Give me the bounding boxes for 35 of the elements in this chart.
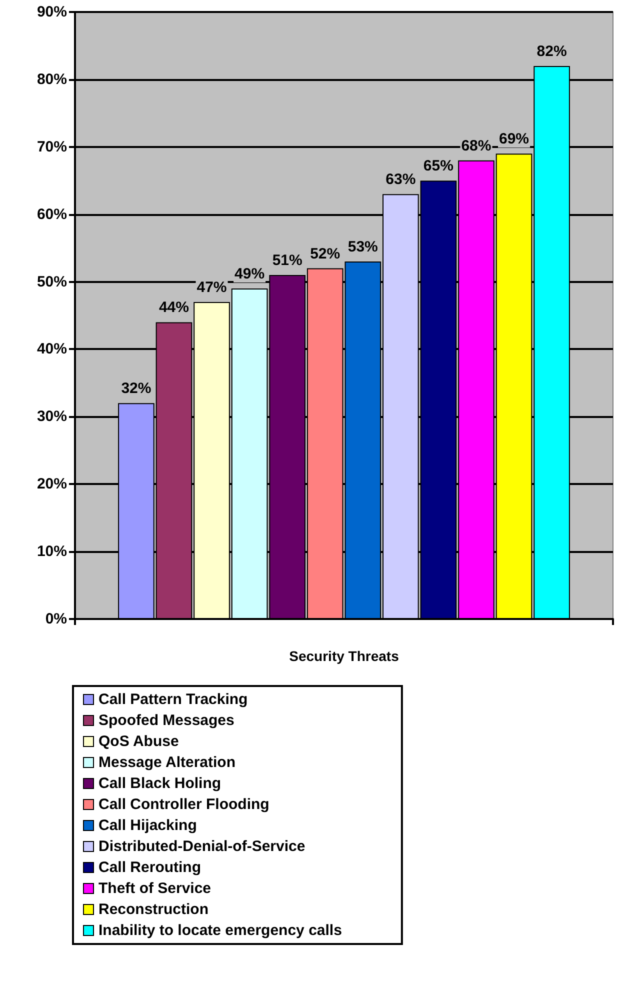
data-label: 63%: [386, 171, 416, 188]
y-tick-label: 90%: [36, 4, 67, 20]
data-label: 49%: [234, 266, 265, 283]
data-label: 65%: [423, 158, 454, 175]
y-tick-label: 10%: [36, 543, 67, 560]
y-tick-label: 40%: [36, 340, 67, 358]
data-label: 53%: [348, 238, 378, 256]
legend-label: Call Controller Flooding: [98, 796, 270, 813]
legend-label: Call Black Holing: [98, 775, 222, 792]
data-label: 69%: [499, 130, 530, 148]
data-label: 44%: [158, 299, 189, 316]
y-tick-label: 0%: [45, 610, 67, 628]
legend-label: Distributed-Denial-of-Service: [98, 838, 306, 855]
x-axis-title: Security Threats: [289, 648, 400, 664]
data-label: 51%: [272, 252, 302, 270]
y-tick-label: 50%: [36, 273, 67, 290]
legend-label: Theft of Service: [98, 880, 212, 897]
y-tick-label: 20%: [36, 476, 67, 493]
y-tick-label: 70%: [36, 138, 67, 156]
data-label: 82%: [536, 42, 567, 60]
data-label: 32%: [121, 380, 152, 398]
y-tick-label: 80%: [36, 70, 67, 88]
legend-label: Inability to locate emergency calls: [98, 922, 342, 939]
data-label: 52%: [310, 245, 340, 262]
legend-label: Call Rerouting: [98, 859, 202, 876]
y-tick-label: 30%: [36, 408, 67, 426]
legend-label: Call Hijacking: [98, 817, 197, 834]
y-tick-label: 60%: [36, 206, 67, 223]
legend-label: Spoofed Messages: [98, 712, 234, 729]
data-label: 47%: [196, 279, 227, 296]
legend-label: QoS Abuse: [98, 733, 179, 750]
legend-label: Reconstruction: [98, 901, 209, 918]
legend-label: Call Pattern Tracking: [98, 691, 248, 708]
legend-label: Message Alteration: [98, 754, 236, 771]
data-label: 68%: [461, 137, 492, 154]
